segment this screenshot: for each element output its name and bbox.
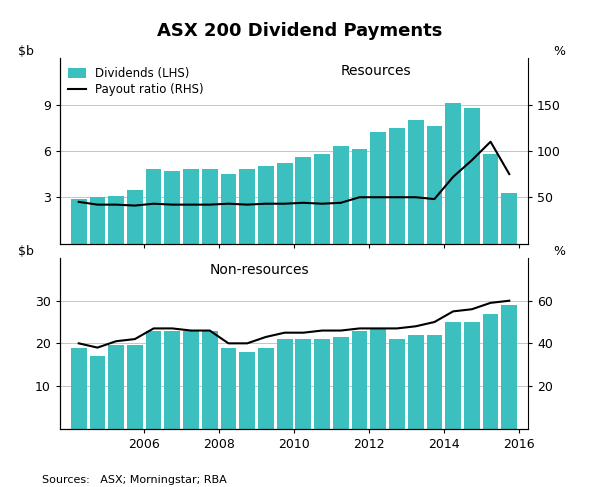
Text: %: %: [553, 45, 565, 58]
Bar: [408, 335, 424, 429]
Text: %: %: [553, 245, 565, 258]
Text: $b: $b: [18, 245, 34, 258]
Bar: [502, 192, 517, 244]
Text: Sources:   ASX; Morningstar; RBA: Sources: ASX; Morningstar; RBA: [42, 474, 227, 485]
Bar: [221, 174, 236, 244]
Bar: [183, 169, 199, 244]
Bar: [427, 126, 442, 244]
Bar: [482, 314, 499, 429]
Bar: [221, 348, 236, 429]
Bar: [333, 337, 349, 429]
Bar: [108, 196, 124, 244]
Bar: [183, 331, 199, 429]
Bar: [258, 167, 274, 244]
Bar: [164, 171, 180, 244]
Bar: [389, 339, 405, 429]
Bar: [464, 322, 480, 429]
Legend: Dividends (LHS), Payout ratio (RHS): Dividends (LHS), Payout ratio (RHS): [66, 64, 206, 98]
Bar: [295, 339, 311, 429]
Bar: [389, 128, 405, 244]
Bar: [352, 150, 367, 244]
Bar: [146, 169, 161, 244]
Bar: [202, 169, 218, 244]
Bar: [295, 157, 311, 244]
Bar: [427, 335, 442, 429]
Text: Resources: Resources: [341, 64, 412, 78]
Bar: [408, 120, 424, 244]
Bar: [239, 169, 255, 244]
Bar: [333, 146, 349, 244]
Bar: [482, 154, 499, 244]
Text: Non-resources: Non-resources: [210, 263, 310, 277]
Bar: [277, 339, 293, 429]
Bar: [352, 331, 367, 429]
Bar: [464, 108, 480, 244]
Bar: [71, 199, 86, 244]
Bar: [445, 103, 461, 244]
Bar: [127, 345, 143, 429]
Bar: [370, 132, 386, 244]
Text: $b: $b: [18, 45, 34, 58]
Bar: [89, 356, 106, 429]
Bar: [258, 348, 274, 429]
Bar: [314, 339, 330, 429]
Bar: [277, 163, 293, 244]
Bar: [71, 348, 86, 429]
Bar: [502, 305, 517, 429]
Bar: [89, 197, 106, 244]
Bar: [370, 328, 386, 429]
Bar: [314, 154, 330, 244]
Bar: [164, 331, 180, 429]
Bar: [108, 345, 124, 429]
Bar: [146, 331, 161, 429]
Bar: [127, 189, 143, 244]
Bar: [445, 322, 461, 429]
Bar: [239, 352, 255, 429]
Bar: [202, 331, 218, 429]
Text: ASX 200 Dividend Payments: ASX 200 Dividend Payments: [157, 22, 443, 40]
